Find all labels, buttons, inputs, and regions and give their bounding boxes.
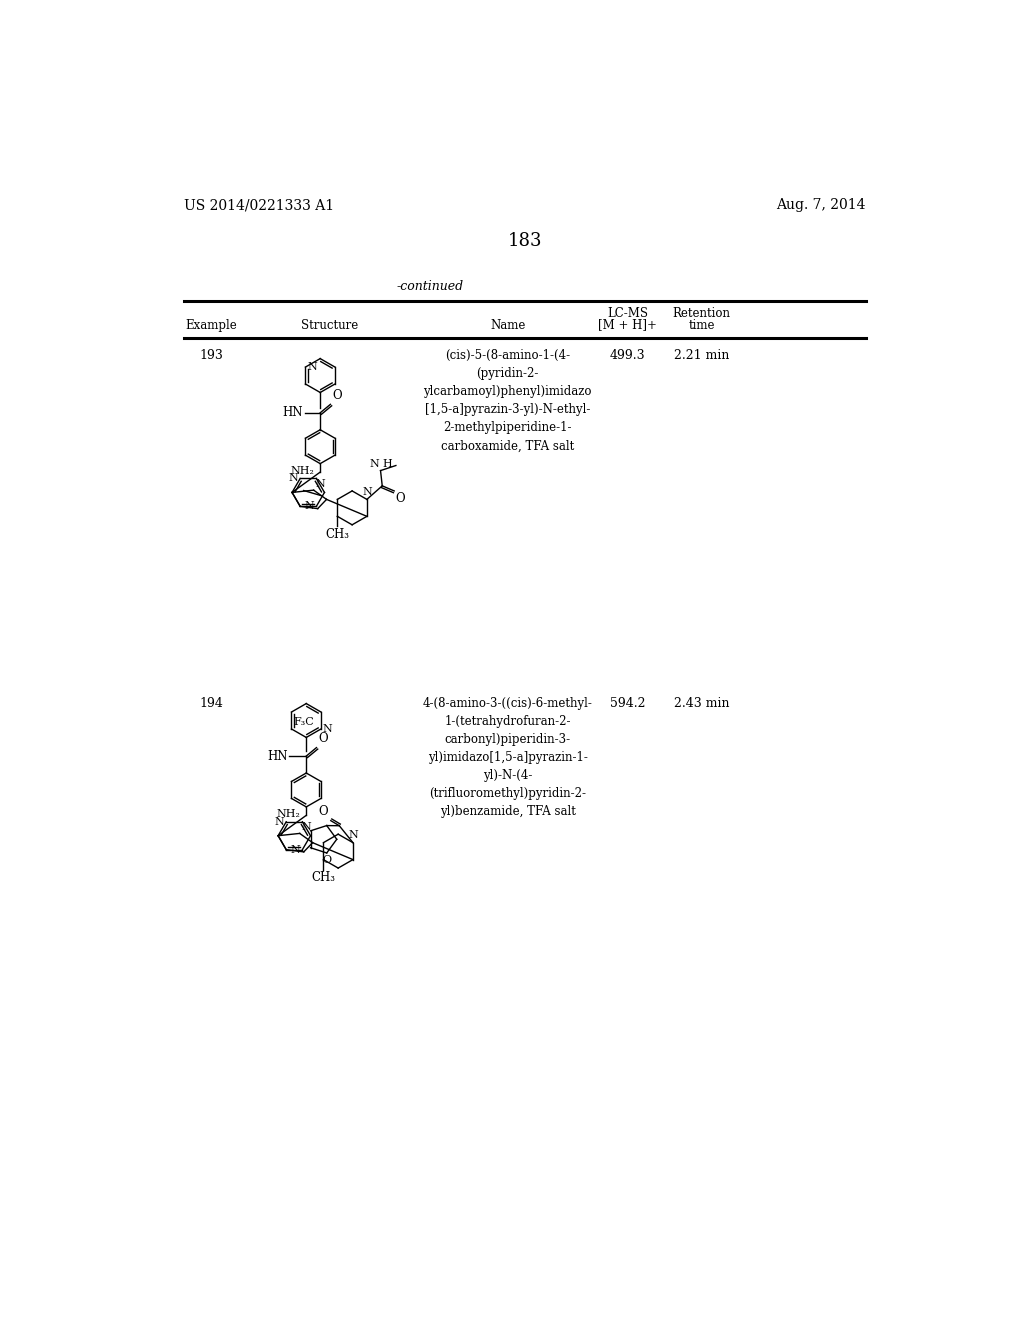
- Text: time: time: [688, 318, 715, 331]
- Text: O: O: [333, 389, 342, 403]
- Text: -continued: -continued: [396, 280, 464, 293]
- Text: N: N: [362, 487, 372, 498]
- Text: 594.2: 594.2: [610, 697, 645, 710]
- Text: N: N: [315, 479, 325, 488]
- Text: CH₃: CH₃: [326, 528, 349, 541]
- Text: 4-(8-amino-3-((cis)-6-methyl-
1-(tetrahydrofuran-2-
carbonyl)piperidin-3-
yl)imi: 4-(8-amino-3-((cis)-6-methyl- 1-(tetrahy…: [423, 697, 593, 818]
- Text: N: N: [308, 362, 317, 372]
- Text: N: N: [304, 502, 314, 511]
- Text: N: N: [288, 474, 298, 483]
- Text: 193: 193: [200, 350, 223, 363]
- Text: HN: HN: [267, 750, 288, 763]
- Text: O: O: [323, 854, 332, 865]
- Text: CH₃: CH₃: [311, 871, 336, 884]
- Text: N: N: [323, 723, 333, 734]
- Text: N: N: [291, 845, 300, 854]
- Text: LC-MS: LC-MS: [607, 308, 648, 319]
- Text: N: N: [301, 822, 311, 832]
- Text: N: N: [348, 830, 357, 841]
- Text: 2.43 min: 2.43 min: [674, 697, 729, 710]
- Text: Aug. 7, 2014: Aug. 7, 2014: [776, 198, 866, 213]
- Text: US 2014/0221333 A1: US 2014/0221333 A1: [183, 198, 334, 213]
- Text: NH₂: NH₂: [276, 809, 300, 820]
- Text: O: O: [395, 492, 406, 506]
- Text: 2.21 min: 2.21 min: [674, 350, 729, 363]
- Text: H: H: [383, 459, 392, 469]
- Text: 499.3: 499.3: [610, 350, 646, 363]
- Text: Name: Name: [490, 318, 525, 331]
- Text: Retention: Retention: [673, 308, 730, 319]
- Text: HN: HN: [283, 407, 303, 420]
- Text: NH₂: NH₂: [290, 466, 314, 477]
- Text: Example: Example: [185, 318, 238, 331]
- Text: N: N: [274, 817, 284, 826]
- Text: Structure: Structure: [301, 318, 358, 331]
- Text: N: N: [370, 459, 379, 469]
- Text: (cis)-5-(8-amino-1-(4-
(pyridin-2-
ylcarbamoyl)phenyl)imidazo
[1,5-a]pyrazin-3-y: (cis)-5-(8-amino-1-(4- (pyridin-2- ylcar…: [424, 350, 592, 453]
- Text: F₃C: F₃C: [294, 717, 314, 726]
- Text: O: O: [318, 733, 329, 746]
- Text: O: O: [318, 805, 329, 818]
- Text: [M + H]+: [M + H]+: [598, 318, 657, 331]
- Text: 183: 183: [508, 231, 542, 249]
- Text: 194: 194: [200, 697, 223, 710]
